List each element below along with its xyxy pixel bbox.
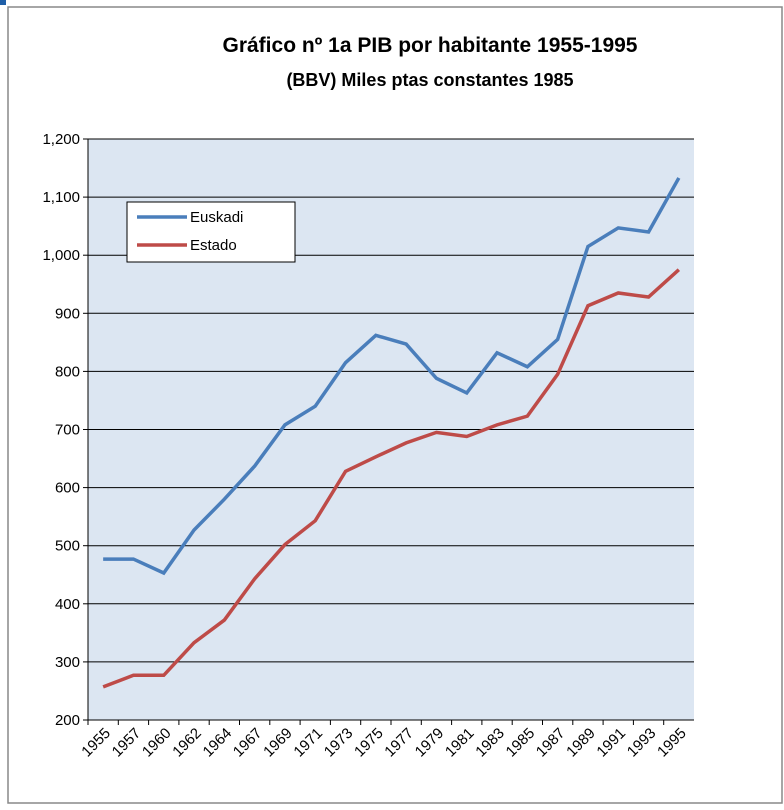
y-tick-label: 1,200 [42, 131, 80, 148]
y-tick-label: 900 [55, 305, 80, 322]
frame [7, 6, 783, 804]
window-mark [0, 0, 6, 5]
series-line [103, 177, 681, 576]
chart-subtitle: (BBV) Miles ptas constantes 1985 [286, 70, 573, 90]
series-line [102, 268, 681, 689]
y-tick-label: 400 [55, 596, 80, 613]
legend-box [126, 201, 296, 263]
y-tick-label: 700 [55, 422, 80, 439]
y-tick-label: 500 [55, 538, 80, 555]
y-tick-label: 300 [55, 654, 80, 671]
legend-label: Estado [190, 237, 237, 254]
y-tick-label: 600 [55, 480, 80, 497]
legend-label: Euskadi [190, 209, 243, 226]
y-tick-label: 200 [55, 712, 80, 729]
chart-title: Gráfico nº 1a PIB por habitante 1955-199… [223, 34, 638, 57]
y-tick-label: 1,100 [42, 189, 80, 206]
y-tick-label: 800 [55, 363, 80, 380]
y-tick-label: 1,000 [42, 247, 80, 264]
